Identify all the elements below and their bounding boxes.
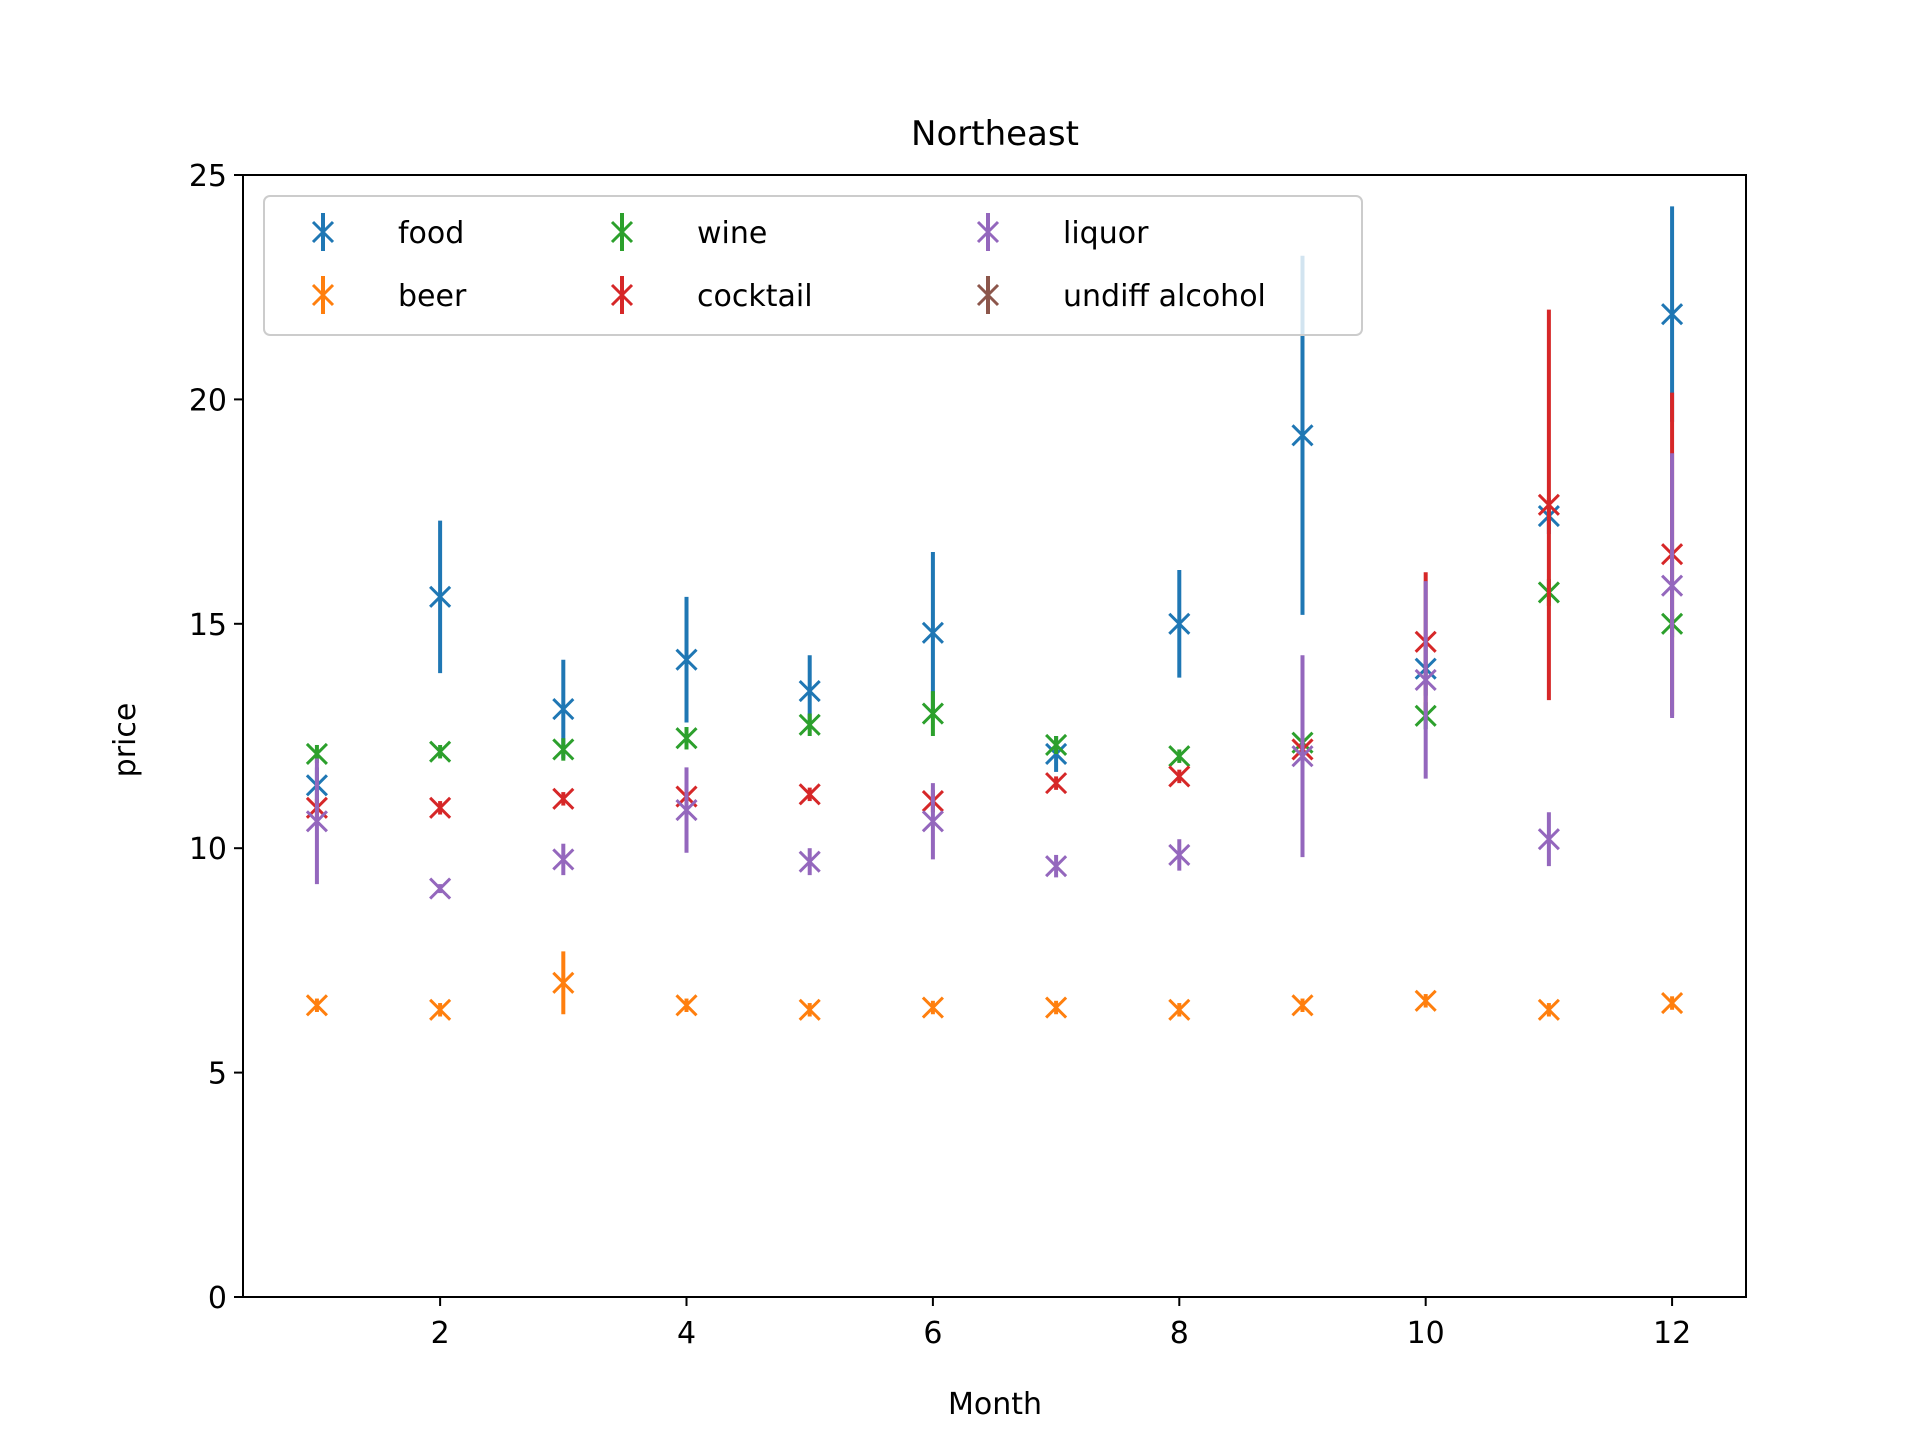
legend: food beer wine cocktail liquor undiff alcohol: [263, 195, 1363, 336]
data-point-food: [1168, 612, 1191, 635]
data-point-wine: [798, 713, 821, 736]
data-point-beer: [675, 994, 698, 1017]
data-point-food: [675, 648, 698, 671]
y-tick-label: 15: [189, 608, 227, 643]
data-point-beer: [1168, 998, 1191, 1021]
data-point-beer: [1291, 994, 1314, 1017]
data-point-liquor: [1537, 828, 1560, 851]
data-point-beer: [305, 994, 328, 1017]
legend-marker: [610, 220, 634, 244]
data-point-food: [1291, 424, 1314, 447]
data-point-wine: [675, 727, 698, 750]
y-tick-label: 10: [189, 832, 227, 867]
legend-item-food: food: [311, 213, 464, 251]
legend-marker: [976, 220, 1000, 244]
data-point-beer: [552, 971, 575, 994]
legend-marker: [976, 283, 1000, 307]
series-liquor: [305, 453, 1684, 900]
data-point-cocktail: [798, 783, 821, 806]
legend-label: beer: [398, 279, 467, 314]
x-tick-label: 6: [923, 1316, 942, 1351]
data-point-liquor: [1414, 668, 1437, 691]
data-point-liquor: [305, 810, 328, 833]
data-point-food: [798, 680, 821, 703]
data-point-wine: [429, 740, 452, 763]
data-point-beer: [1414, 989, 1437, 1012]
legend-marker: [610, 283, 634, 307]
data-point-beer: [921, 996, 944, 1019]
x-tick-label: 10: [1407, 1316, 1445, 1351]
data-point-liquor: [798, 850, 821, 873]
data-point-liquor: [675, 798, 698, 822]
legend-item-beer: beer: [311, 276, 467, 314]
legend-marker: [311, 220, 335, 244]
y-axis-label: price: [108, 703, 143, 778]
plot-frame: [242, 174, 1747, 1298]
data-point-food: [429, 585, 452, 608]
data-point-food: [1661, 303, 1684, 326]
data-point-beer: [429, 998, 452, 1021]
data-point-liquor: [1291, 745, 1314, 768]
data-point-cocktail: [552, 787, 575, 810]
legend-item-wine: wine: [610, 213, 767, 251]
legend-item-liquor: liquor: [976, 213, 1149, 251]
chart-title: Northeast: [911, 114, 1079, 154]
data-point-beer: [1045, 996, 1068, 1019]
data-point-liquor: [1168, 843, 1191, 866]
data-point-cocktail: [1045, 772, 1068, 795]
legend-label: cocktail: [697, 279, 813, 314]
x-tick-label: 8: [1170, 1316, 1189, 1351]
legend-label: wine: [697, 216, 767, 251]
legend-box: [263, 195, 1363, 336]
legend-item-undiff-alcohol: undiff alcohol: [976, 276, 1266, 314]
data-point-liquor: [921, 810, 944, 833]
data-point-wine: [921, 702, 944, 725]
plot-area: [305, 206, 1684, 1021]
data-point-liquor: [552, 848, 575, 871]
y-tick-label: 20: [189, 383, 227, 418]
data-point-food: [921, 621, 944, 644]
data-point-wine: [305, 742, 328, 766]
data-point-food: [552, 698, 575, 721]
data-point-cocktail: [429, 796, 452, 819]
data-point-beer: [1661, 991, 1684, 1015]
series-beer: [305, 951, 1684, 1021]
legend-marker: [311, 283, 335, 307]
legend-label: liquor: [1063, 216, 1149, 251]
legend-label: food: [398, 216, 464, 251]
data-point-wine: [1045, 733, 1068, 757]
data-point-beer: [1537, 998, 1560, 1021]
data-point-liquor: [1045, 855, 1068, 878]
data-point-liquor: [1661, 574, 1684, 597]
data-point-wine: [1168, 745, 1191, 768]
x-tick-label: 2: [431, 1316, 450, 1351]
y-tick-label: 0: [208, 1281, 227, 1316]
data-point-cocktail: [1537, 493, 1560, 516]
data-point-cocktail: [1168, 765, 1191, 788]
legend-item-cocktail: cocktail: [610, 276, 813, 314]
x-axis: 2 4 6 8 10 12: [431, 1297, 1691, 1351]
data-point-liquor: [429, 877, 452, 900]
y-tick-label: 5: [208, 1057, 227, 1092]
data-point-beer: [798, 998, 821, 1021]
data-point-wine: [552, 738, 575, 761]
x-tick-label: 4: [677, 1316, 696, 1351]
x-axis-label: Month: [948, 1387, 1042, 1422]
y-tick-label: 25: [189, 159, 227, 194]
y-axis: 0 5 10 15 20 25: [189, 159, 243, 1316]
legend-label: undiff alcohol: [1063, 279, 1266, 314]
x-tick-label: 12: [1653, 1316, 1691, 1351]
